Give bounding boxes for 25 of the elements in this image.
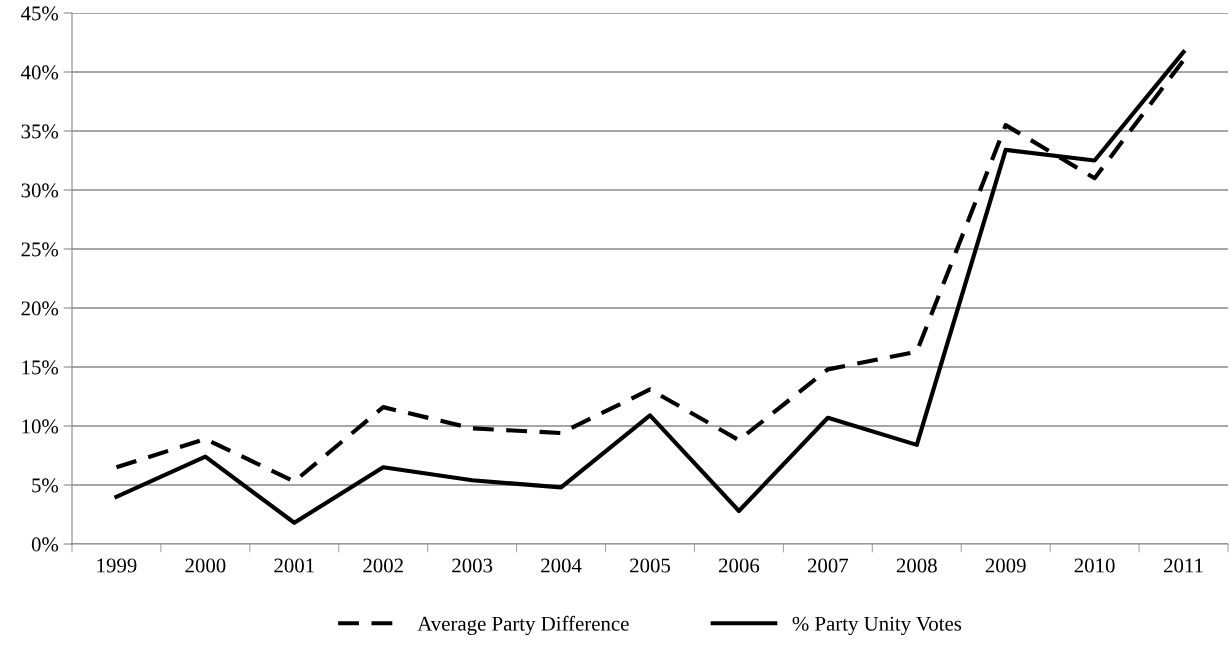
x-tick-label: 2005 xyxy=(630,558,671,573)
y-tick-label: 20% xyxy=(21,301,59,316)
x-tick-label: 2000 xyxy=(185,558,226,573)
y-tick-label: 30% xyxy=(21,183,59,198)
legend-label: % Party Unity Votes xyxy=(792,616,962,636)
x-tick-label: 2009 xyxy=(985,558,1026,573)
x-tick-label: 1999 xyxy=(97,558,137,573)
y-tick-label: 45% xyxy=(21,6,59,21)
y-tick-label: 10% xyxy=(22,419,59,434)
y-tick-label: 25% xyxy=(21,242,59,257)
x-tick-label: 2011 xyxy=(1164,558,1203,573)
legend-label: Average Party Difference xyxy=(417,615,629,636)
x-tick-label: 2006 xyxy=(719,558,760,573)
x-tick-label: 2007 xyxy=(807,558,849,573)
x-tick-label: 2002 xyxy=(363,558,403,573)
y-tick-label: 5% xyxy=(32,478,59,493)
y-tick-label: 0% xyxy=(31,537,59,552)
x-tick-label: 2004 xyxy=(541,558,582,573)
y-tick-label: 40% xyxy=(21,65,59,80)
y-tick-label: 15% xyxy=(22,360,59,375)
x-tick-label: 2010 xyxy=(1074,558,1115,573)
y-tick-label: 35% xyxy=(21,124,59,139)
x-tick-label: 2008 xyxy=(896,558,937,573)
x-tick-label: 2001 xyxy=(274,558,314,573)
x-tick-label: 2003 xyxy=(452,558,493,573)
